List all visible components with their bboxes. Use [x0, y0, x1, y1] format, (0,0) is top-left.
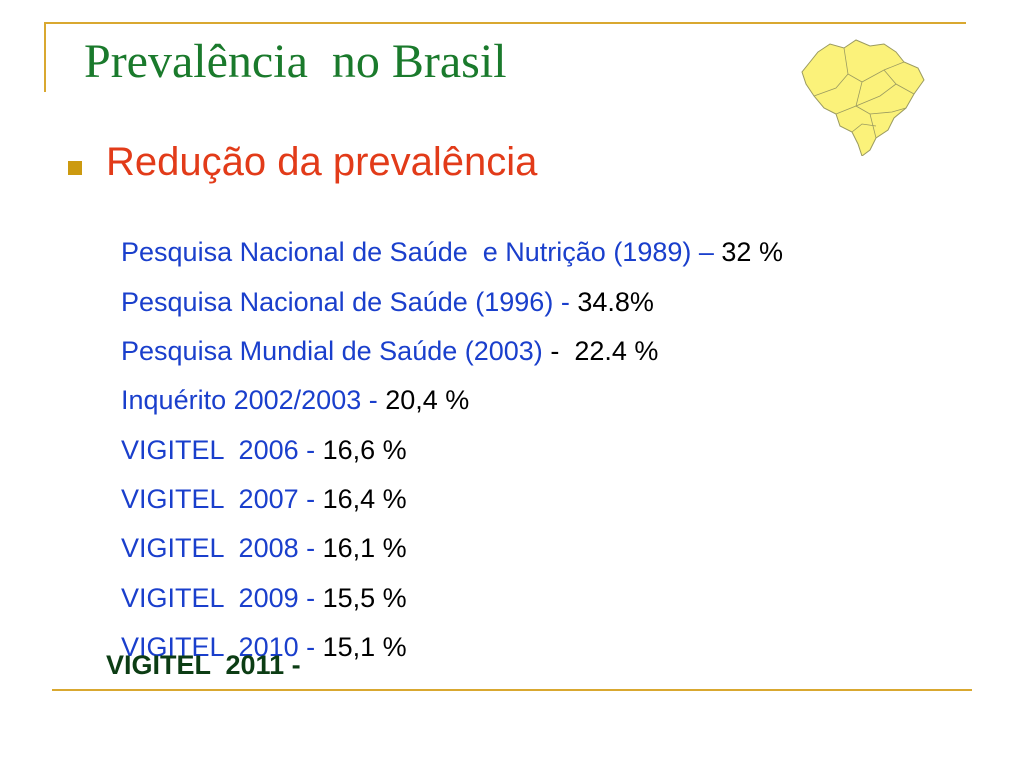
item-label: Pesquisa Nacional de Saúde (1996) — [121, 287, 561, 317]
item-label: Pesquisa Nacional de Saúde e Nutrição (1… — [121, 237, 699, 267]
list-item: Pesquisa Mundial de Saúde (2003) - 22.4 … — [106, 305, 658, 367]
item-label: VIGITEL 2007 — [121, 484, 307, 514]
item-value: 15,5 % — [322, 583, 407, 613]
item-value: 16,1 % — [322, 533, 407, 563]
item-separator: - — [306, 632, 323, 662]
item-separator: – — [698, 237, 722, 267]
item-label: VIGITEL 2008 — [121, 533, 307, 563]
list-item: Inquérito 2002/2003 - 20,4 % — [106, 354, 469, 416]
list-item: VIGITEL 2006 - 16,6 % — [106, 404, 407, 466]
list-item: VIGITEL 2007 - 16,4 % — [106, 453, 407, 515]
item-value: 20,4 % — [385, 385, 470, 415]
item-label: VIGITEL 2009 — [121, 583, 307, 613]
item-value: 15,1 % — [322, 632, 407, 662]
item-separator: - — [550, 336, 575, 366]
left-accent-line — [44, 22, 46, 92]
item-label: VIGITEL 2010 — [121, 632, 307, 662]
list-item: VIGITEL 2010 - 15,1 % — [106, 601, 407, 663]
item-separator: - — [306, 484, 323, 514]
subheading: Redução da prevalência — [106, 140, 538, 184]
list-item: Pesquisa Nacional de Saúde e Nutrição (1… — [106, 206, 783, 268]
slide-title: Prevalência no Brasil — [84, 35, 507, 88]
item-label: Pesquisa Mundial de Saúde (2003) — [121, 336, 551, 366]
item-value: 22.4 % — [574, 336, 659, 366]
top-accent-line — [44, 22, 966, 24]
bullet-square-icon — [68, 161, 82, 175]
item-separator: - — [560, 287, 578, 317]
item-separator: - — [306, 435, 323, 465]
brazil-map-icon — [801, 39, 925, 156]
item-value: 34.8% — [577, 287, 654, 317]
bottom-accent-line — [52, 689, 972, 691]
item-separator: - — [306, 533, 323, 563]
item-separator: - — [306, 583, 323, 613]
item-value: 16,6 % — [322, 435, 407, 465]
item-label: Inquérito 2002/2003 — [121, 385, 369, 415]
list-item: VIGITEL 2009 - 15,5 % — [106, 552, 407, 614]
list-item: Pesquisa Nacional de Saúde (1996) - 34.8… — [106, 256, 654, 318]
item-value: 32 % — [721, 237, 783, 267]
list-item: VIGITEL 2008 - 16,1 % — [106, 502, 407, 564]
list-item-last: VIGITEL 2011 - — [106, 650, 301, 680]
item-separator: - — [368, 385, 386, 415]
item-value: 16,4 % — [322, 484, 407, 514]
item-label: VIGITEL 2006 — [121, 435, 307, 465]
